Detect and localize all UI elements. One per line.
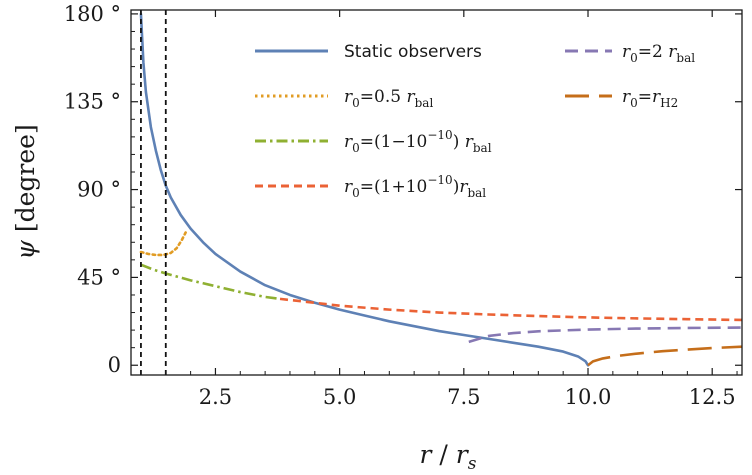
series-line (140, 263, 281, 301)
x-tick-label: 7.5 (447, 385, 480, 409)
legend-label-r0-two-rbal: r0=2 rbal (622, 42, 695, 65)
x-axis-label: r / rs (420, 440, 477, 474)
x-axis-label-denominator: r (456, 440, 470, 469)
axes-frame (130, 9, 743, 376)
series-line (587, 345, 743, 367)
y-axis-label: ψ [degree] (11, 124, 40, 259)
x-tick-label: 12.5 (689, 385, 736, 409)
axis-ticks: 2.5 5.0 7.5 10.0 12.5 0 45 ° 90 ° 135 ° 180 ° (64, 2, 742, 409)
y-axis-label-main: ψ (11, 240, 40, 260)
x-tick-label: 10.0 (565, 385, 612, 409)
legend: Static observers r0=0.5 rbal r0=(1−10−10… (255, 42, 695, 200)
x-axis-label-main: r (420, 440, 434, 469)
y-axis-label-unit: [degree] (11, 124, 40, 240)
legend-label-r0-minus-rbal: r0=(1−10−10) rbal (344, 128, 492, 155)
legend-label-static-observers: Static observers (344, 42, 482, 62)
plot-frame (130, 9, 743, 376)
series-line (279, 297, 743, 322)
series-line (468, 326, 743, 344)
x-axis-label-subscript: s (468, 454, 477, 474)
series-layer (139, 12, 743, 367)
series-line (139, 12, 590, 367)
y-tick-label: 90 ° (77, 178, 121, 202)
x-tick-label: 2.5 (199, 385, 232, 409)
legend-label-r0-plus-rbal: r0=(1+10−10)rbal (344, 173, 486, 200)
series-line (139, 231, 187, 257)
legend-label-r0-rh2: r0=rH2 (622, 87, 678, 110)
x-axis-label-sep: / (431, 440, 455, 469)
y-tick-label: 45 ° (77, 265, 121, 289)
y-tick-label: 135 ° (64, 90, 121, 114)
x-tick-label: 5.0 (323, 385, 356, 409)
legend-label-r0-half-rbal: r0=0.5 rbal (344, 87, 433, 110)
y-tick-label: 0 (108, 353, 121, 377)
vertical-reference-lines (140, 10, 167, 375)
y-tick-label: 180 ° (64, 2, 121, 26)
